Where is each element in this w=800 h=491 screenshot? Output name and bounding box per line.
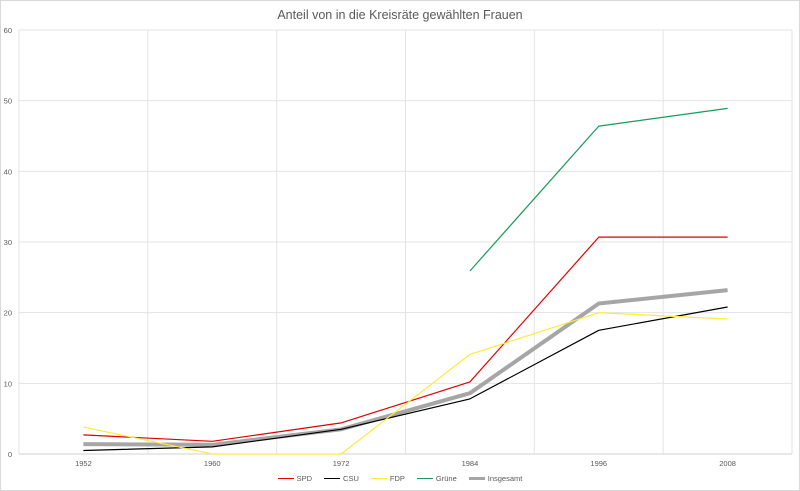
legend-line-icon: [370, 477, 387, 480]
y-tick-label: 60: [4, 26, 12, 35]
y-tick-label: 30: [4, 238, 12, 247]
chart-title: Anteil von in die Kreisräte gewählten Fr…: [277, 8, 523, 22]
y-tick-label: 20: [4, 309, 12, 318]
x-tick-label: 2008: [719, 459, 736, 468]
legend-item-fdp: FDP: [370, 474, 405, 483]
legend-label: CSU: [343, 474, 359, 483]
legend-line-icon: [416, 477, 433, 480]
series-line-spd: [83, 236, 728, 442]
y-tick-label: 0: [8, 450, 12, 459]
x-tick-label: 1984: [462, 459, 479, 468]
legend-label: Grüne: [435, 474, 457, 483]
legend-line-icon: [277, 477, 294, 480]
legend-label: Insgesamt: [487, 474, 523, 483]
legend-item-grüne: Grüne: [416, 474, 457, 483]
legend-item-spd: SPD: [277, 474, 313, 483]
series-line-fdp: [83, 312, 728, 455]
data-series: [83, 107, 728, 455]
legend-item-insgesamt: Insgesamt: [468, 474, 523, 483]
legend-label: SPD: [296, 474, 313, 483]
legend-label: FDP: [389, 474, 405, 483]
y-tick-label: 40: [4, 167, 12, 176]
series-line-csu: [83, 306, 728, 452]
x-tick-label: 1996: [590, 459, 607, 468]
axis-labels: 0 10 20 30 40 50 60 1952 1960 1972 1984 1996 2008: [4, 26, 736, 468]
chart-legend: SPD CSU FDP Grüne Insgesamt: [0, 474, 800, 483]
legend-line-icon: [324, 477, 341, 480]
legend-line-icon: [468, 477, 485, 480]
y-tick-label: 50: [4, 97, 12, 106]
series-line-grüne: [469, 107, 728, 272]
y-tick-label: 10: [4, 379, 12, 388]
legend-item-csu: CSU: [324, 474, 359, 483]
x-tick-label: 1972: [333, 459, 350, 468]
gridlines: [18, 29, 793, 455]
series-line-insgesamt: [83, 288, 728, 447]
x-tick-label: 1960: [204, 459, 221, 468]
x-tick-label: 1952: [75, 459, 92, 468]
